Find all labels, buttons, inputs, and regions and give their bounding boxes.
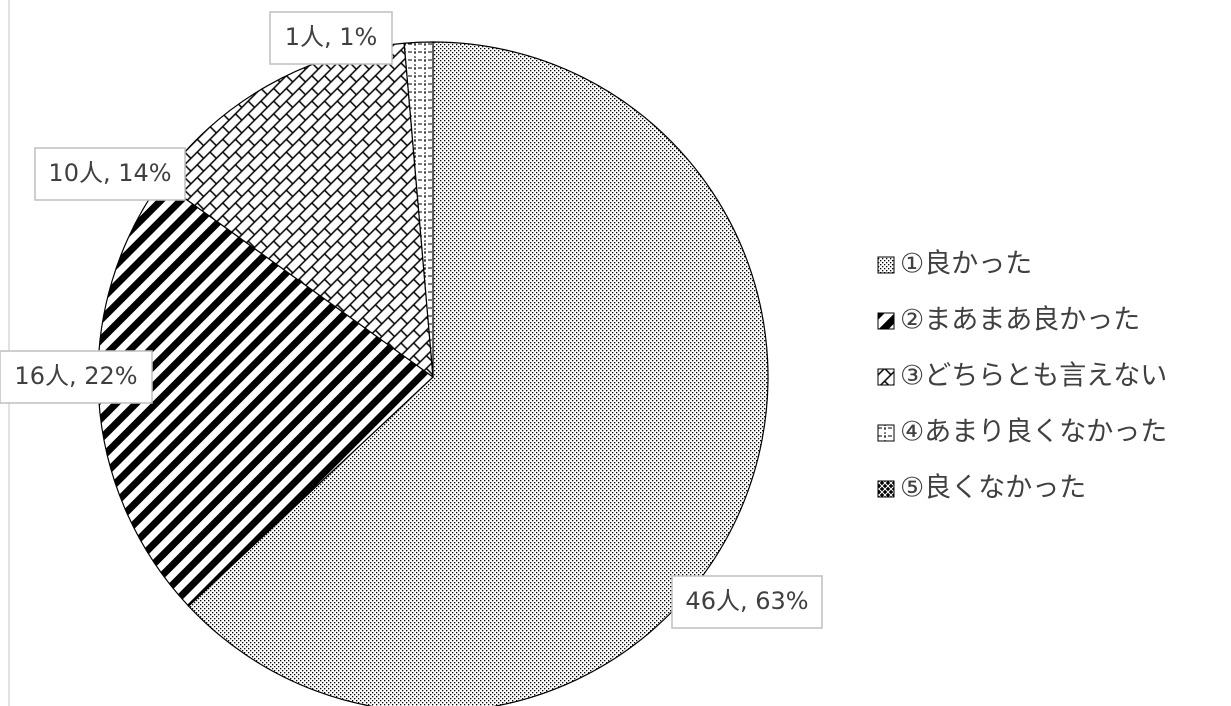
- legend-marker: [877, 480, 895, 498]
- data-label: 46人, 63%: [685, 587, 808, 615]
- data-label: 10人, 14%: [48, 159, 171, 187]
- legend-label: ④あまり良くなかった: [900, 417, 1167, 448]
- legend-label: ③どちらとも言えない: [900, 361, 1167, 392]
- pie-slice: [403, 41, 434, 378]
- legend-label: ⑤良くなかった: [900, 473, 1086, 504]
- legend-label: ②まあまあ良かった: [900, 305, 1140, 336]
- data-label-box: [0, 350, 153, 404]
- data-label-box: [34, 147, 186, 201]
- legend-marker: [877, 424, 895, 442]
- legend-marker: [877, 368, 895, 386]
- pie-slice: [187, 41, 769, 706]
- data-label-box: [671, 575, 823, 629]
- data-label: 16人, 22%: [14, 362, 137, 390]
- legend-label: ①良かった: [900, 249, 1032, 280]
- legend-marker: [877, 312, 895, 330]
- data-label: 1人, 1%: [285, 23, 378, 51]
- data-label-box: [269, 11, 393, 65]
- legend-marker: [877, 256, 895, 274]
